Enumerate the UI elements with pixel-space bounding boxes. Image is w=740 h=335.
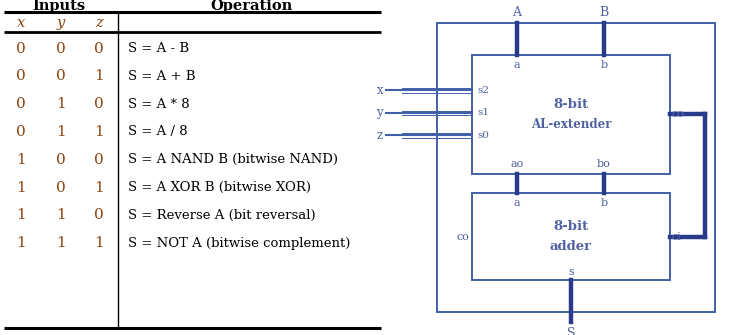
Text: S = A XOR B (bitwise XOR): S = A XOR B (bitwise XOR) — [127, 181, 311, 194]
Text: 0: 0 — [94, 97, 104, 111]
Text: z: z — [377, 129, 383, 142]
Text: 0: 0 — [94, 42, 104, 56]
Text: Operation: Operation — [210, 0, 292, 13]
Text: 0: 0 — [56, 42, 66, 56]
Text: adder: adder — [550, 240, 592, 253]
Text: S: S — [567, 327, 575, 335]
Text: 1: 1 — [16, 236, 26, 250]
Text: AL-extender: AL-extender — [531, 118, 611, 131]
Text: z: z — [95, 16, 103, 30]
Text: a: a — [514, 60, 520, 70]
Text: 1: 1 — [94, 236, 104, 250]
Text: 8-bit: 8-bit — [554, 98, 588, 111]
Text: y: y — [377, 106, 383, 119]
Text: 0: 0 — [56, 181, 66, 195]
Text: 0: 0 — [16, 69, 26, 83]
Bar — [472, 55, 670, 174]
Text: S = A + B: S = A + B — [127, 70, 195, 83]
Text: 1: 1 — [16, 208, 26, 222]
Text: 1: 1 — [56, 236, 66, 250]
Text: 0: 0 — [56, 69, 66, 83]
Text: 1: 1 — [16, 153, 26, 167]
Text: S = NOT A (bitwise complement): S = NOT A (bitwise complement) — [127, 237, 350, 250]
Text: B: B — [599, 6, 608, 19]
Text: S = Reverse A (bit reversal): S = Reverse A (bit reversal) — [127, 209, 315, 222]
Text: 1: 1 — [56, 125, 66, 139]
Text: 1: 1 — [56, 97, 66, 111]
Text: bo: bo — [597, 159, 610, 169]
Text: ao: ao — [511, 159, 524, 169]
Text: x: x — [17, 16, 25, 30]
Text: s1: s1 — [477, 108, 489, 117]
Text: s0: s0 — [477, 131, 489, 140]
Text: b: b — [600, 60, 608, 70]
Text: 0: 0 — [94, 153, 104, 167]
Text: s: s — [568, 267, 574, 277]
Text: s2: s2 — [477, 86, 489, 95]
Text: 1: 1 — [94, 69, 104, 83]
Text: S = A NAND B (bitwise NAND): S = A NAND B (bitwise NAND) — [127, 153, 337, 166]
Text: b: b — [600, 198, 608, 208]
Text: 8-bit: 8-bit — [554, 220, 588, 233]
Text: 1: 1 — [94, 181, 104, 195]
Text: ci: ci — [672, 231, 682, 242]
Text: A: A — [513, 6, 522, 19]
Text: 1: 1 — [94, 125, 104, 139]
Text: co: co — [456, 231, 469, 242]
Text: S = A * 8: S = A * 8 — [127, 98, 189, 111]
Text: 0: 0 — [16, 125, 26, 139]
Text: 0: 0 — [16, 42, 26, 56]
Text: 0: 0 — [16, 97, 26, 111]
Text: S = A / 8: S = A / 8 — [127, 126, 187, 138]
Bar — [437, 23, 716, 312]
Text: 0: 0 — [94, 208, 104, 222]
Text: co: co — [672, 110, 685, 120]
Text: 0: 0 — [56, 153, 66, 167]
Text: 1: 1 — [56, 208, 66, 222]
Text: x: x — [377, 84, 383, 97]
Text: a: a — [514, 198, 520, 208]
Text: Inputs: Inputs — [33, 0, 86, 13]
Bar — [472, 193, 670, 280]
Text: S = A - B: S = A - B — [127, 42, 189, 55]
Text: 1: 1 — [16, 181, 26, 195]
Text: y: y — [57, 16, 65, 30]
